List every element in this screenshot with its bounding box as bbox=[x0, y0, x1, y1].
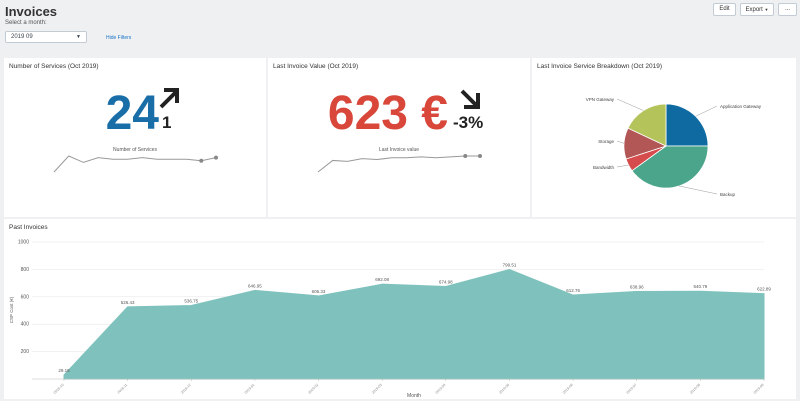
panel-title: Past Invoices bbox=[9, 224, 48, 231]
sparkline-label: Number of Services bbox=[113, 147, 157, 153]
pie-chart: Application Gateway Backup Bandwidth Storag… bbox=[586, 97, 762, 197]
data-label: 29.18 bbox=[58, 368, 70, 373]
sparkline-point bbox=[478, 154, 482, 158]
panel-title: Last Invoice Value (Oct 2019) bbox=[273, 63, 359, 70]
x-tick-label: 2018-12 bbox=[180, 383, 192, 395]
month-select-value: 2019 09 bbox=[11, 34, 33, 40]
x-tick-label: 2019-04 bbox=[435, 383, 447, 395]
y-axis-title: CSP Cost (€) bbox=[9, 296, 14, 323]
kpi-delta: 1 bbox=[162, 113, 171, 132]
y-tick-label: 600 bbox=[21, 294, 30, 300]
kpi-value: 623 € bbox=[328, 87, 448, 140]
export-button-label: Export bbox=[745, 7, 763, 13]
pie-leader-line bbox=[616, 98, 644, 111]
sparkline-label: Last Invoice value bbox=[379, 147, 419, 153]
y-tick-label: 200 bbox=[21, 349, 30, 355]
pie-label: Application Gateway bbox=[720, 104, 762, 109]
past-invoices-panel: Past Invoices 1000 800 600 400 200 29.18 2018-… bbox=[4, 219, 796, 399]
kpi-delta: -3% bbox=[453, 113, 483, 132]
pie-leader-line bbox=[695, 105, 718, 117]
invoice-kpi-svg: 623 € -3% Last Invoice value bbox=[317, 87, 483, 173]
data-label: 606.33 bbox=[312, 289, 326, 294]
panel-title: Number of Services (Oct 2019) bbox=[9, 63, 99, 70]
data-label: 622.89 bbox=[757, 287, 771, 292]
y-tick-label: 800 bbox=[21, 267, 30, 273]
arrow-down-right-icon bbox=[460, 89, 480, 109]
x-tick-label: 2019-01 bbox=[244, 383, 256, 395]
data-label: 640.79 bbox=[693, 284, 707, 289]
chevron-down-icon: ▼ bbox=[764, 7, 769, 12]
x-tick-label: 2019-02 bbox=[307, 383, 319, 395]
x-tick-label: 2019-07 bbox=[626, 383, 638, 395]
data-label: 799.51 bbox=[503, 262, 517, 267]
arrow-up-right-icon bbox=[159, 88, 179, 109]
pie-slice bbox=[627, 103, 667, 147]
pie-leader-line bbox=[616, 164, 629, 168]
pie-label: Storage bbox=[598, 139, 614, 144]
sparkline bbox=[317, 154, 482, 173]
sparkline-point bbox=[199, 158, 204, 163]
pie-leader-line bbox=[678, 185, 718, 195]
sparkline-line bbox=[317, 155, 480, 173]
page-title: Invoices bbox=[5, 4, 58, 19]
panel-title: Last Invoice Service Breakdown (Oct 2019… bbox=[537, 63, 663, 70]
month-select-label: Select a month: bbox=[5, 20, 47, 26]
month-select[interactable]: 2019 09 ▼ bbox=[5, 31, 87, 43]
x-tick-label: 2018-10 bbox=[53, 383, 65, 395]
services-panel: Number of Services (Oct 2019) 24 1 Numbe… bbox=[4, 58, 266, 217]
invoice-value-panel: Last Invoice Value (Oct 2019) 623 € -3% … bbox=[268, 58, 530, 217]
chevron-down-icon: ▼ bbox=[76, 34, 81, 40]
more-button[interactable]: ... bbox=[778, 3, 797, 16]
hide-filters-link[interactable]: Hide Filters bbox=[106, 35, 132, 41]
y-tick-label: 400 bbox=[21, 322, 30, 328]
y-tick-label: 1000 bbox=[18, 240, 29, 246]
export-button[interactable]: Export ▼ bbox=[740, 3, 774, 16]
x-tick-label: 2019-06 bbox=[562, 383, 574, 395]
breakdown-panel: Last Invoice Service Breakdown (Oct 2019… bbox=[532, 58, 796, 217]
pie-label: Backup bbox=[720, 192, 736, 197]
pie-label: VPN Gateway bbox=[586, 97, 615, 102]
sparkline bbox=[53, 155, 218, 173]
data-label: 638.96 bbox=[630, 284, 644, 289]
area-chart: 1000 800 600 400 200 29.18 2018-10 526.43 2018-1… bbox=[9, 240, 771, 400]
edit-button[interactable]: Edit bbox=[713, 3, 736, 16]
data-label: 612.76 bbox=[566, 288, 580, 293]
x-tick-label: 2018-11 bbox=[117, 383, 129, 395]
pie-leader-line bbox=[616, 140, 625, 144]
area-series bbox=[63, 268, 765, 380]
x-tick-label: 2019-05 bbox=[498, 383, 510, 395]
x-tick-label: 2019-03 bbox=[371, 383, 383, 395]
services-kpi-svg: 24 1 Number of Services bbox=[53, 87, 218, 173]
sparkline-point bbox=[463, 154, 468, 158]
dashboard-header: Invoices Select a month: 2019 09 ▼ Hide … bbox=[0, 0, 800, 56]
data-label: 692.08 bbox=[375, 277, 389, 282]
kpi-value: 24 bbox=[106, 87, 160, 140]
x-tick-label: 2019-09 bbox=[753, 383, 765, 395]
data-label: 536.75 bbox=[184, 298, 198, 303]
sparkline-point bbox=[214, 155, 218, 160]
x-axis-title: Month bbox=[407, 393, 421, 399]
data-label: 526.43 bbox=[121, 300, 135, 305]
pie-label: Bandwidth bbox=[593, 165, 615, 170]
sparkline-line bbox=[53, 155, 217, 173]
pie-slice bbox=[665, 103, 709, 147]
data-label: 646.95 bbox=[248, 283, 262, 288]
data-label: 674.98 bbox=[439, 280, 453, 285]
x-tick-label: 2019-08 bbox=[689, 383, 701, 395]
